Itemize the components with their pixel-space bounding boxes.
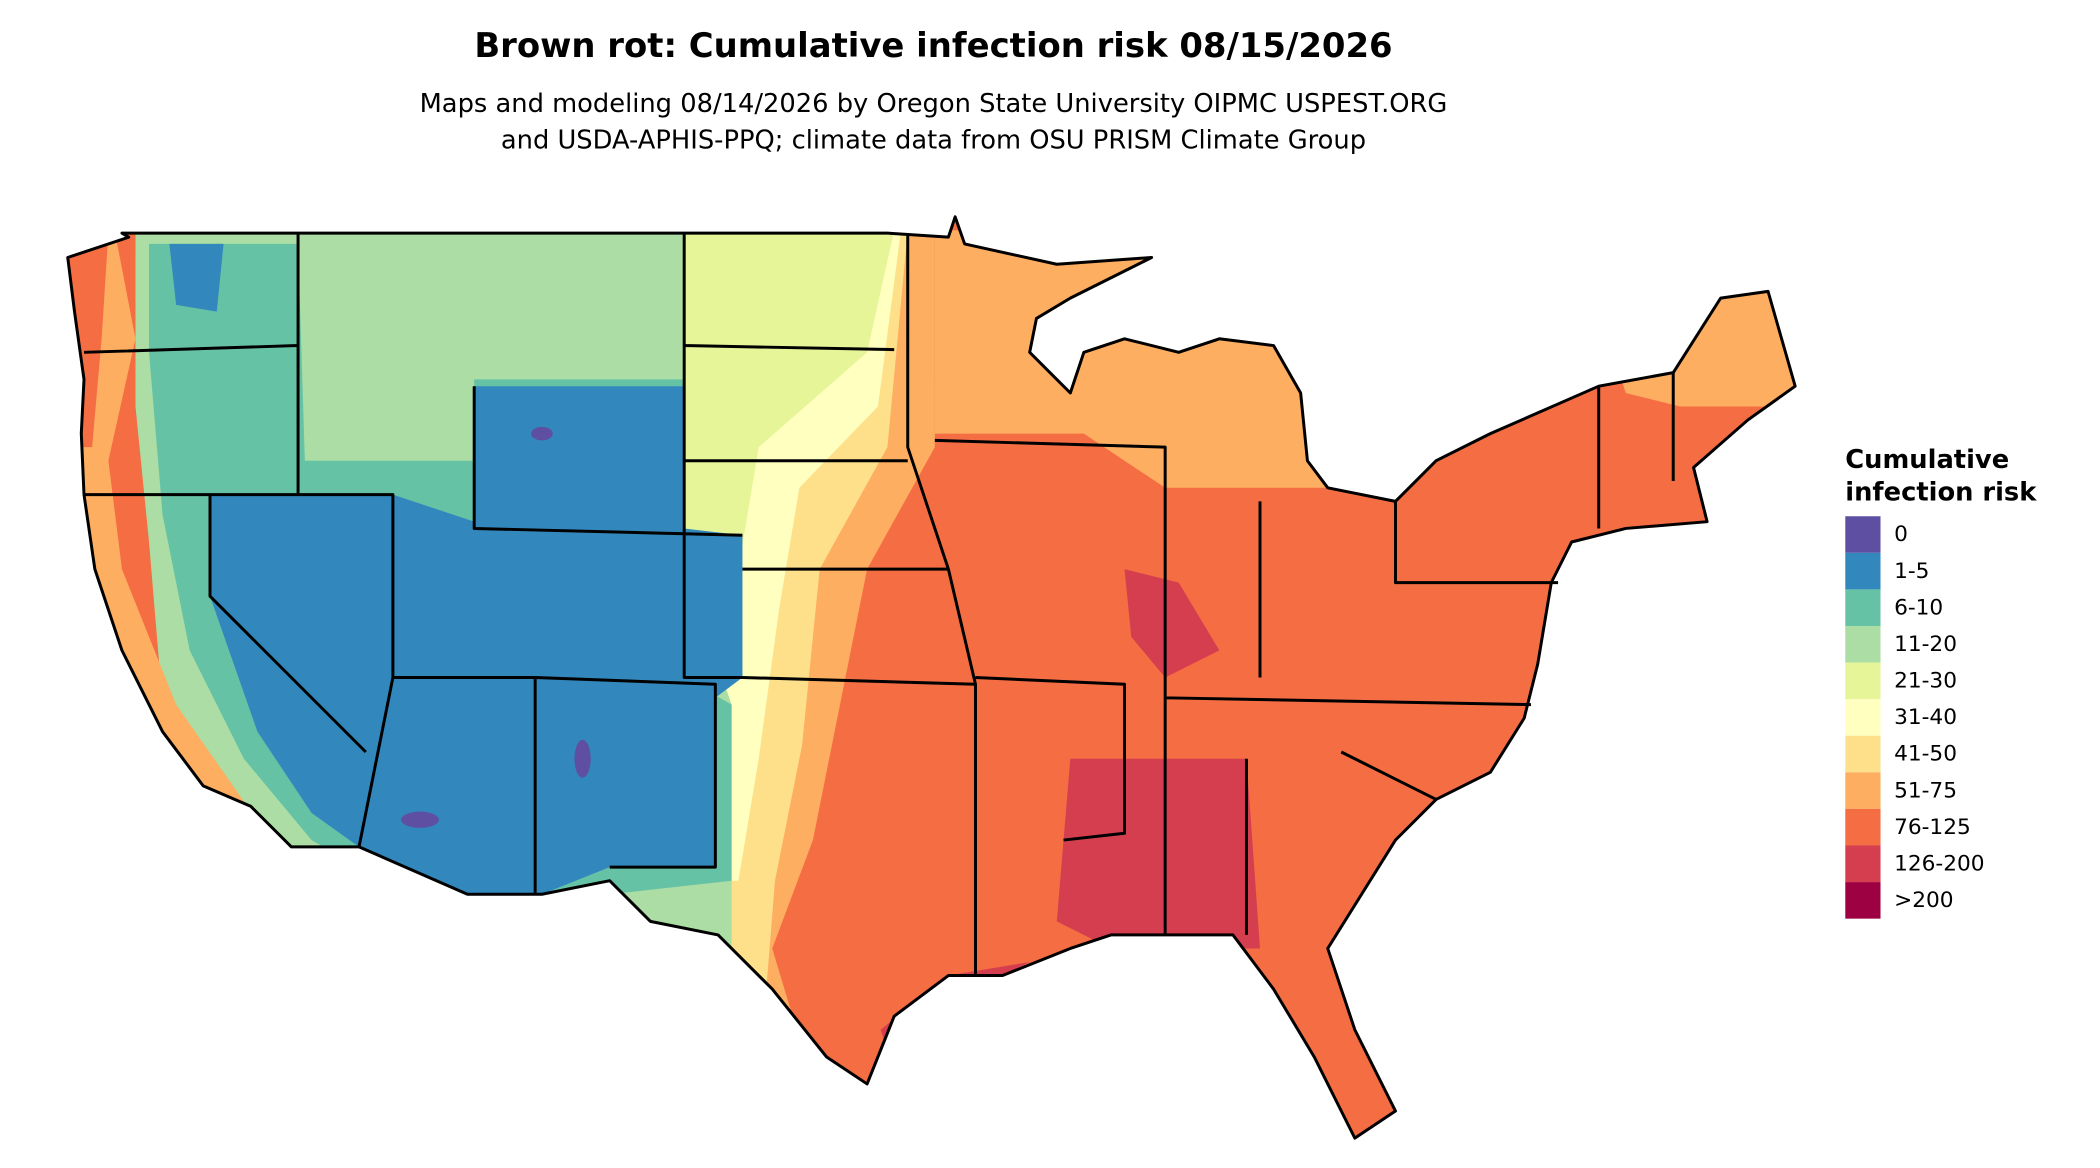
legend-label: >200 [1894,888,1953,913]
legend-label: 0 [1894,522,1908,547]
region [1124,569,1220,678]
legend-swatch [1845,589,1881,626]
legend-swatch [1845,662,1881,700]
legend-label: 51-75 [1894,778,1957,803]
region [67,233,271,841]
legend-label: 21-30 [1894,669,1957,694]
region [1056,758,1260,949]
legend-swatch [1845,516,1881,553]
risk-raster [67,216,1796,1139]
legend-title: Cumulative [1845,445,2009,475]
legend-label: 6-10 [1894,595,1943,620]
legend-label: 41-50 [1894,742,1957,767]
legend-swatch [1845,772,1881,809]
legend-swatch [1845,882,1881,919]
subtitle: and USDA-APHIS-PPQ; climate data from OS… [501,125,1366,155]
state-boundary [83,233,1675,976]
region [531,426,553,441]
region [401,811,439,828]
legend-swatch [1845,735,1881,773]
legend-swatch [1845,699,1881,736]
title: Brown rot: Cumulative infection risk 08/… [474,26,1392,65]
legend-label: 1-5 [1894,559,1929,584]
legend-swatch [1845,552,1881,590]
legend-label: 31-40 [1894,705,1957,730]
legend-label: 11-20 [1894,632,1957,657]
state-boundaries [66,215,1797,1140]
region [210,386,743,895]
subtitle: Maps and modeling 08/14/2026 by Oregon S… [420,89,1448,119]
legend-title: infection risk [1845,478,2037,508]
legend-swatch [1845,626,1881,663]
region [169,243,224,312]
legend: Cumulative infection risk 0 1-5 6-10 11-20 2… [1845,445,2037,919]
legend-label: 126-200 [1894,851,1984,876]
region [574,739,591,778]
legend-swatch [1845,845,1881,883]
legend-swatch [1845,808,1881,846]
legend-label: 76-125 [1894,815,1971,840]
